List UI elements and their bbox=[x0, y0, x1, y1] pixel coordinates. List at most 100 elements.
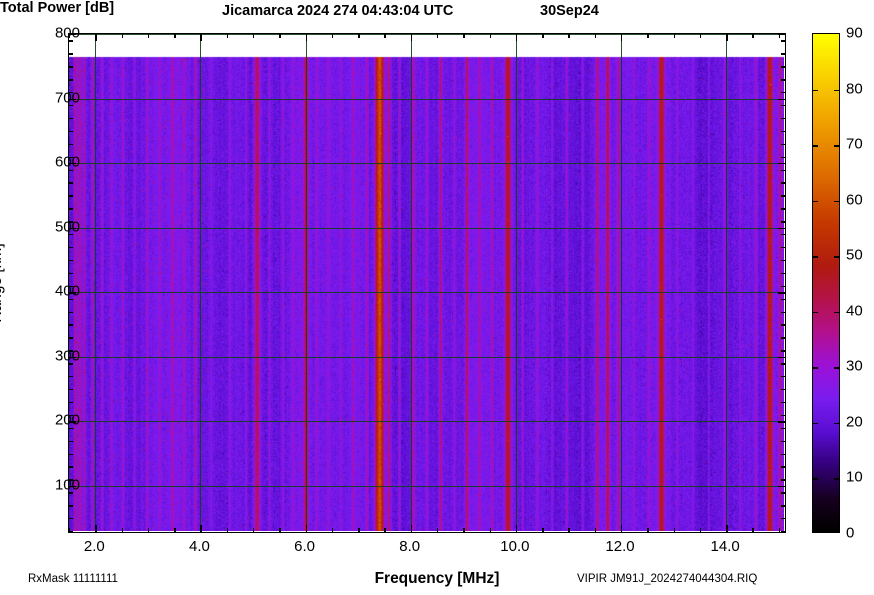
colorbar-tick bbox=[834, 367, 840, 369]
y-tick-minor bbox=[68, 389, 73, 391]
x-tick bbox=[200, 525, 202, 533]
y-tick-label: 100 bbox=[54, 476, 80, 494]
x-tick-minor bbox=[279, 528, 281, 533]
gridline-vertical bbox=[515, 34, 517, 532]
y-tick-minor bbox=[68, 440, 73, 443]
y-tick-label: 500 bbox=[54, 218, 80, 236]
y-tick-minor bbox=[68, 492, 73, 494]
y-tick-minor bbox=[68, 298, 73, 301]
x-tick-minor bbox=[358, 528, 360, 533]
gridline-horizontal bbox=[69, 34, 785, 35]
y-tick-minor bbox=[781, 492, 786, 494]
y-tick-minor bbox=[68, 414, 73, 417]
gridline-horizontal bbox=[69, 292, 785, 294]
y-tick-minor bbox=[781, 143, 786, 146]
y-tick-minor bbox=[68, 195, 73, 197]
y-tick-minor bbox=[781, 518, 786, 520]
x-tick-minor bbox=[647, 528, 649, 533]
y-tick-minor bbox=[781, 414, 786, 417]
gridline-vertical bbox=[200, 34, 202, 532]
y-tick-minor bbox=[781, 479, 786, 481]
x-tick-label: 10.0 bbox=[500, 538, 530, 555]
y-tick-minor bbox=[68, 337, 73, 339]
y-tick-minor bbox=[68, 182, 73, 184]
y-tick bbox=[778, 34, 786, 36]
y-tick-minor bbox=[781, 505, 786, 507]
x-tick bbox=[410, 525, 413, 533]
colorbar-title: Total Power [dB] bbox=[0, 0, 115, 16]
gridline-horizontal bbox=[69, 98, 785, 100]
y-tick-label: 600 bbox=[54, 153, 80, 171]
x-tick-minor bbox=[778, 528, 781, 533]
gridline-vertical bbox=[95, 34, 97, 532]
x-tick-minor bbox=[489, 528, 491, 533]
y-tick-minor bbox=[781, 92, 786, 94]
y-tick-minor bbox=[781, 130, 786, 133]
x-tick-minor bbox=[699, 528, 702, 533]
x-tick-minor bbox=[174, 528, 176, 533]
y-tick-minor bbox=[781, 66, 786, 68]
x-tick bbox=[726, 33, 728, 41]
y-tick-minor bbox=[68, 259, 73, 262]
x-tick bbox=[515, 33, 518, 41]
y-tick bbox=[778, 485, 786, 488]
rxmask-annotation: RxMask 11111111 bbox=[28, 573, 118, 585]
y-tick-minor bbox=[781, 247, 786, 249]
colorbar-tick bbox=[812, 367, 818, 369]
colorbar-tick-label: 80 bbox=[846, 80, 863, 98]
x-tick bbox=[95, 525, 97, 533]
y-tick-minor bbox=[68, 479, 73, 481]
y-tick-minor bbox=[781, 324, 786, 326]
y-tick bbox=[778, 227, 786, 230]
y-tick-minor bbox=[781, 105, 786, 107]
x-tick-minor bbox=[384, 528, 386, 533]
spectrogram-image bbox=[69, 34, 784, 531]
y-tick bbox=[778, 421, 786, 423]
y-tick bbox=[778, 292, 786, 294]
y-tick-minor bbox=[68, 363, 73, 365]
x-tick bbox=[515, 525, 518, 533]
colorbar-tick bbox=[812, 478, 818, 480]
colorbar-tick bbox=[834, 422, 840, 425]
y-tick-minor bbox=[68, 40, 73, 42]
gridline-horizontal bbox=[69, 227, 785, 229]
x-tick-label: 6.0 bbox=[294, 538, 316, 555]
y-tick-minor bbox=[781, 221, 786, 223]
colorbar-tick-label: 10 bbox=[846, 468, 863, 486]
x-tick-minor bbox=[542, 33, 544, 38]
x-tick-minor bbox=[331, 528, 334, 533]
figure-date: 30Sep24 bbox=[540, 3, 599, 19]
x-tick-label: 2.0 bbox=[83, 538, 105, 555]
y-tick-minor bbox=[781, 427, 786, 430]
colorbar-tick-label: 30 bbox=[846, 357, 863, 375]
x-tick-minor bbox=[253, 33, 255, 38]
x-tick-minor bbox=[69, 33, 71, 38]
y-tick-minor bbox=[781, 40, 786, 42]
spectrogram-clip bbox=[69, 34, 785, 532]
y-tick bbox=[68, 163, 76, 165]
x-tick-minor bbox=[778, 33, 781, 38]
gridline-vertical bbox=[305, 34, 307, 532]
y-tick-minor bbox=[68, 130, 73, 133]
colorbar-gradient bbox=[813, 34, 839, 532]
colorbar-tick-label: 0 bbox=[846, 524, 855, 542]
y-tick-minor bbox=[68, 234, 73, 236]
y-tick-minor bbox=[68, 311, 73, 313]
y-tick-minor bbox=[781, 337, 786, 339]
y-tick-minor bbox=[68, 505, 73, 507]
y-tick-minor bbox=[781, 363, 786, 365]
y-tick-minor bbox=[781, 156, 786, 159]
y-tick-minor bbox=[781, 182, 786, 184]
y-tick bbox=[68, 485, 76, 488]
x-tick-minor bbox=[147, 528, 150, 533]
colorbar-tick-label: 60 bbox=[846, 191, 863, 209]
x-axis-title: Frequency [MHz] bbox=[374, 570, 500, 587]
y-tick-minor bbox=[68, 92, 73, 94]
y-tick bbox=[778, 98, 786, 100]
x-tick-label: 12.0 bbox=[605, 538, 635, 555]
y-tick-minor bbox=[781, 311, 786, 313]
y-tick-minor bbox=[781, 453, 786, 455]
colorbar-tick bbox=[834, 311, 840, 314]
y-tick-minor bbox=[781, 117, 786, 120]
